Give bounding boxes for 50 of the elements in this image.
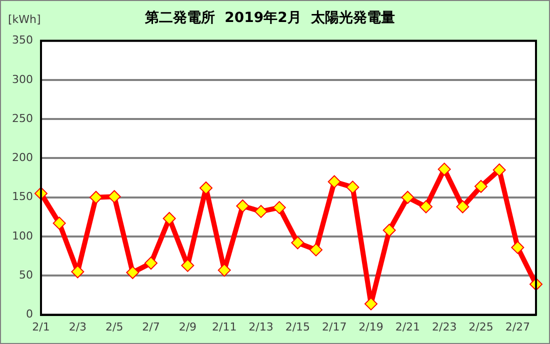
point	[162, 212, 176, 226]
x-tick-label: 2/1	[32, 320, 50, 334]
y-tick-label: 0	[26, 308, 33, 321]
point	[144, 256, 158, 270]
point	[474, 180, 488, 193]
point	[291, 236, 304, 250]
point	[181, 258, 194, 272]
y-tick-label: 350	[12, 34, 33, 47]
x-tick-label: 2/17	[322, 320, 347, 334]
x-tick-label: 2/5	[105, 320, 124, 334]
point	[52, 216, 66, 230]
point	[456, 200, 470, 214]
x-tick-label: 2/7	[142, 320, 160, 334]
y-axis-title: [kWh]	[8, 12, 41, 26]
point	[382, 224, 396, 237]
x-tick-label: 2/9	[178, 320, 197, 334]
x-tick-label: 2/19	[358, 320, 384, 334]
point	[236, 199, 250, 212]
x-tick-label: 2/25	[468, 320, 494, 334]
x-tick-label: 2/15	[285, 320, 310, 334]
y-tick-label: 300	[12, 72, 33, 86]
y-tick-label: 150	[12, 190, 33, 204]
point	[310, 243, 322, 256]
x-tick-label: 2/11	[212, 320, 237, 334]
point	[254, 204, 268, 218]
chart-title: 第二発電所 2019年2月 太陽光発電量	[144, 10, 396, 26]
y-tick-label: 250	[12, 112, 33, 125]
point	[511, 240, 524, 254]
point	[401, 190, 414, 204]
x-tick-label: 2/13	[248, 320, 274, 334]
x-tick-label: 2/23	[432, 320, 457, 334]
point	[328, 175, 341, 188]
point	[126, 266, 140, 280]
point	[492, 163, 506, 176]
y-tick-label: 100	[12, 229, 33, 242]
y-tick-label: 50	[18, 268, 33, 282]
point	[108, 190, 121, 204]
x-tick-label: 2/27	[505, 320, 530, 334]
point	[364, 297, 378, 310]
point	[71, 265, 84, 278]
y-tick-label: 200	[12, 151, 33, 164]
point	[420, 200, 432, 214]
x-tick-label: 2/3	[68, 320, 87, 334]
x-tick-label: 2/21	[395, 320, 420, 334]
point	[346, 180, 360, 194]
point	[89, 190, 102, 204]
point	[218, 264, 231, 277]
point	[438, 162, 451, 176]
point	[199, 181, 212, 194]
point	[272, 201, 286, 214]
